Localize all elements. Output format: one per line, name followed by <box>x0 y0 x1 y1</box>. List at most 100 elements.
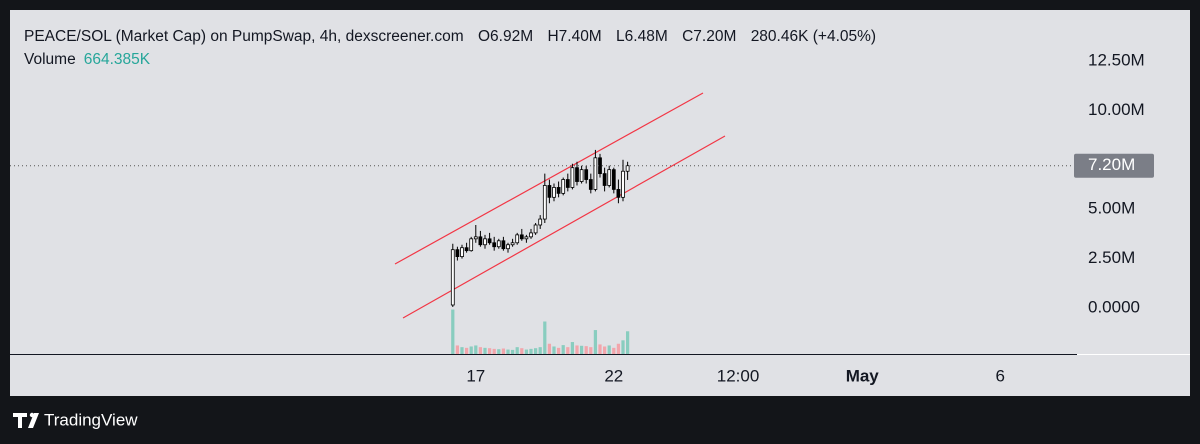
volume-bar <box>497 349 501 354</box>
volume-bar <box>520 348 524 354</box>
volume-bar <box>543 321 547 354</box>
volume-row: Volume 664.385K <box>24 48 876 71</box>
legend: PEACE/SOL (Market Cap) on PumpSwap, 4h, … <box>24 25 876 71</box>
candle-body <box>565 179 570 188</box>
volume-bar <box>616 343 621 354</box>
candle-body <box>602 173 607 186</box>
ohlc-name: O <box>477 28 491 45</box>
volume-title: Volume <box>24 51 76 68</box>
candle-body <box>570 167 575 188</box>
y-tick-label: 2.50M <box>1088 248 1135 267</box>
ohlc-name: L <box>616 28 625 45</box>
x-tick-label: May <box>846 366 880 385</box>
volume-bar <box>510 349 515 354</box>
candle-body <box>579 169 584 182</box>
volume-bar <box>483 347 487 354</box>
candle-body <box>501 240 506 250</box>
ohlc-value: 6.48M <box>624 28 668 45</box>
volume-bar <box>561 345 565 354</box>
candle-body <box>538 218 543 226</box>
chart-panel <box>10 10 1190 396</box>
candle-body <box>552 187 556 198</box>
channel-lower <box>402 135 726 319</box>
volume-bar <box>607 345 611 354</box>
candle-body <box>483 238 487 246</box>
volume-bar <box>487 348 492 354</box>
volume-bar <box>575 345 579 354</box>
candle-body <box>542 185 547 220</box>
candle-body <box>464 247 469 252</box>
volume-bar <box>547 343 552 354</box>
last-price-tag <box>1074 153 1154 178</box>
candle-body <box>611 169 616 190</box>
y-tick-label: 0.0000 <box>1088 297 1140 316</box>
volume-bar <box>455 345 460 354</box>
volume-bar <box>579 345 584 354</box>
volume-bar <box>515 347 519 354</box>
candle-body <box>519 234 524 240</box>
x-tick-label: 6 <box>996 366 1005 385</box>
candle-body <box>556 187 561 194</box>
candle-body <box>607 169 612 186</box>
candle-body <box>616 189 621 198</box>
candle-body <box>593 157 598 190</box>
volume-bar <box>533 348 538 354</box>
volume-bar <box>556 347 561 354</box>
volume-bar <box>621 340 625 354</box>
volume-bar <box>492 348 496 354</box>
volume-bar <box>474 345 478 354</box>
volume-bar <box>460 347 464 354</box>
volume-bar <box>529 348 533 354</box>
tradingview-logo <box>13 412 39 428</box>
ohlc-value: 6.92M <box>490 28 534 45</box>
volume-bar <box>566 347 570 354</box>
volume-bar <box>570 342 575 354</box>
candle-body <box>547 185 552 198</box>
candle-body <box>487 238 492 244</box>
volume-bar <box>625 331 630 354</box>
volume-bar <box>589 347 593 354</box>
candle-body <box>506 244 510 250</box>
volume-bar <box>464 347 469 354</box>
candle-body <box>450 249 455 306</box>
ohlc-value: 7.20M <box>693 28 737 45</box>
y-tick-label: 5.00M <box>1088 199 1135 218</box>
volume-bar <box>469 346 473 354</box>
candle-body <box>515 234 520 244</box>
candle-body <box>529 232 533 238</box>
y-tick-label: 10.00M <box>1088 100 1145 119</box>
x-tick-label: 12:00 <box>717 366 760 385</box>
candle-body <box>625 165 630 172</box>
ohlc-name: C <box>682 28 694 45</box>
candle-body <box>533 224 538 234</box>
channel-upper <box>394 92 704 265</box>
legend-row: PEACE/SOL (Market Cap) on PumpSwap, 4h, … <box>24 25 876 48</box>
candle-body <box>460 247 464 257</box>
volume-bar <box>593 330 598 354</box>
candle-body <box>455 249 460 257</box>
candle-body <box>492 242 497 248</box>
candle-body <box>510 242 515 246</box>
volume-bar <box>584 346 588 354</box>
candle-body <box>588 179 593 190</box>
volume-bar <box>598 344 602 354</box>
y-tick-label: 12.50M <box>1088 50 1145 69</box>
volume-bar <box>524 349 529 354</box>
ohlc-value: 7.40M <box>558 28 602 45</box>
symbol: PEACE/SOL (Market Cap) on PumpSwap, 4h, … <box>24 28 464 45</box>
volume-bar <box>552 346 556 354</box>
volume-bar <box>506 349 510 354</box>
x-tick-label: 22 <box>604 366 623 385</box>
x-tick-label: 17 <box>466 366 485 385</box>
candle-body <box>561 179 566 194</box>
candle-body <box>575 167 579 182</box>
candle-body <box>473 236 478 240</box>
volume-bar <box>478 347 483 354</box>
change: 280.46K (+4.05%) <box>750 28 877 45</box>
volume-bar <box>602 346 607 354</box>
candle-body <box>469 238 474 252</box>
volume-bar <box>501 348 506 354</box>
volume-value: 664.385K <box>83 51 151 68</box>
